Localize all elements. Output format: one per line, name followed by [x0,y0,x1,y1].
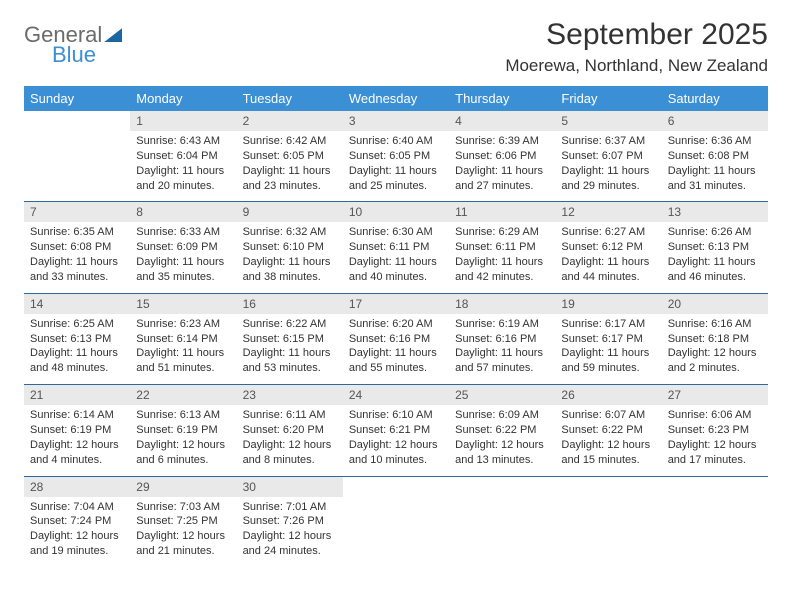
weekday-header: Thursday [449,86,555,111]
weekday-header: Wednesday [343,86,449,111]
day-cell: Sunrise: 6:10 AMSunset: 6:21 PMDaylight:… [343,405,449,476]
day-number-row: 78910111213 [24,202,768,222]
weekday-header: Friday [555,86,661,111]
day-number: 4 [449,111,555,131]
weekday-header: Saturday [662,86,768,111]
day-number: 16 [237,294,343,314]
day-cell: Sunrise: 6:07 AMSunset: 6:22 PMDaylight:… [555,405,661,476]
day-cell: Sunrise: 7:03 AMSunset: 7:25 PMDaylight:… [130,497,236,567]
day-cell: Sunrise: 6:16 AMSunset: 6:18 PMDaylight:… [662,314,768,385]
day-cell: Sunrise: 6:23 AMSunset: 6:14 PMDaylight:… [130,314,236,385]
day-number: 21 [24,385,130,405]
day-number: 13 [662,202,768,222]
day-cell: Sunrise: 6:40 AMSunset: 6:05 PMDaylight:… [343,131,449,202]
day-number: 11 [449,202,555,222]
day-number: 23 [237,385,343,405]
logo-text: General Blue [24,24,122,66]
day-number: 24 [343,385,449,405]
day-cell: Sunrise: 6:11 AMSunset: 6:20 PMDaylight:… [237,405,343,476]
day-cell: Sunrise: 6:43 AMSunset: 6:04 PMDaylight:… [130,131,236,202]
day-number: 10 [343,202,449,222]
day-number: 20 [662,294,768,314]
day-cell: Sunrise: 6:22 AMSunset: 6:15 PMDaylight:… [237,314,343,385]
day-cell [343,497,449,567]
day-data-row: Sunrise: 6:14 AMSunset: 6:19 PMDaylight:… [24,405,768,476]
day-cell: Sunrise: 6:06 AMSunset: 6:23 PMDaylight:… [662,405,768,476]
day-cell: Sunrise: 6:17 AMSunset: 6:17 PMDaylight:… [555,314,661,385]
day-number: 9 [237,202,343,222]
day-cell: Sunrise: 7:01 AMSunset: 7:26 PMDaylight:… [237,497,343,567]
day-number [343,477,449,497]
calendar-body: 123456Sunrise: 6:43 AMSunset: 6:04 PMDay… [24,111,768,567]
calendar-table: Sunday Monday Tuesday Wednesday Thursday… [24,86,768,567]
day-data-row: Sunrise: 6:25 AMSunset: 6:13 PMDaylight:… [24,314,768,385]
location-text: Moerewa, Northland, New Zealand [505,56,768,76]
day-number: 3 [343,111,449,131]
day-number [555,477,661,497]
logo-mark-icon [104,28,122,42]
day-number: 1 [130,111,236,131]
logo: General Blue [24,18,122,66]
day-number: 12 [555,202,661,222]
day-cell [449,497,555,567]
day-number: 7 [24,202,130,222]
day-number: 15 [130,294,236,314]
day-number: 17 [343,294,449,314]
day-cell: Sunrise: 6:37 AMSunset: 6:07 PMDaylight:… [555,131,661,202]
day-number: 22 [130,385,236,405]
day-cell: Sunrise: 6:32 AMSunset: 6:10 PMDaylight:… [237,222,343,293]
day-cell: Sunrise: 6:33 AMSunset: 6:09 PMDaylight:… [130,222,236,293]
day-cell: Sunrise: 6:36 AMSunset: 6:08 PMDaylight:… [662,131,768,202]
day-number: 28 [24,477,130,497]
weekday-header: Sunday [24,86,130,111]
day-number: 25 [449,385,555,405]
title-block: September 2025 Moerewa, Northland, New Z… [505,18,768,76]
day-cell: Sunrise: 6:35 AMSunset: 6:08 PMDaylight:… [24,222,130,293]
day-data-row: Sunrise: 6:43 AMSunset: 6:04 PMDaylight:… [24,131,768,202]
day-number: 5 [555,111,661,131]
header: General Blue September 2025 Moerewa, Nor… [24,18,768,76]
day-cell [555,497,661,567]
day-number: 29 [130,477,236,497]
day-number: 19 [555,294,661,314]
weekday-header: Tuesday [237,86,343,111]
day-cell: Sunrise: 6:27 AMSunset: 6:12 PMDaylight:… [555,222,661,293]
day-cell: Sunrise: 6:42 AMSunset: 6:05 PMDaylight:… [237,131,343,202]
weekday-header: Monday [130,86,236,111]
day-cell: Sunrise: 6:14 AMSunset: 6:19 PMDaylight:… [24,405,130,476]
day-cell: Sunrise: 6:20 AMSunset: 6:16 PMDaylight:… [343,314,449,385]
day-number: 2 [237,111,343,131]
page-title: September 2025 [505,18,768,52]
day-number [662,477,768,497]
weekday-header-row: Sunday Monday Tuesday Wednesday Thursday… [24,86,768,111]
day-data-row: Sunrise: 7:04 AMSunset: 7:24 PMDaylight:… [24,497,768,567]
day-number: 6 [662,111,768,131]
day-number: 14 [24,294,130,314]
day-number-row: 123456 [24,111,768,131]
logo-line2: Blue [52,44,122,66]
day-number: 18 [449,294,555,314]
day-cell: Sunrise: 6:09 AMSunset: 6:22 PMDaylight:… [449,405,555,476]
day-cell: Sunrise: 7:04 AMSunset: 7:24 PMDaylight:… [24,497,130,567]
day-data-row: Sunrise: 6:35 AMSunset: 6:08 PMDaylight:… [24,222,768,293]
day-cell [24,131,130,202]
day-number [449,477,555,497]
day-number [24,111,130,131]
day-cell: Sunrise: 6:29 AMSunset: 6:11 PMDaylight:… [449,222,555,293]
day-number: 8 [130,202,236,222]
day-number-row: 14151617181920 [24,294,768,314]
day-number-row: 282930 [24,477,768,497]
day-number: 27 [662,385,768,405]
day-cell: Sunrise: 6:39 AMSunset: 6:06 PMDaylight:… [449,131,555,202]
day-cell: Sunrise: 6:25 AMSunset: 6:13 PMDaylight:… [24,314,130,385]
day-cell: Sunrise: 6:26 AMSunset: 6:13 PMDaylight:… [662,222,768,293]
day-cell: Sunrise: 6:13 AMSunset: 6:19 PMDaylight:… [130,405,236,476]
day-cell: Sunrise: 6:30 AMSunset: 6:11 PMDaylight:… [343,222,449,293]
day-cell: Sunrise: 6:19 AMSunset: 6:16 PMDaylight:… [449,314,555,385]
day-number: 30 [237,477,343,497]
day-number: 26 [555,385,661,405]
day-cell [662,497,768,567]
day-number-row: 21222324252627 [24,385,768,405]
